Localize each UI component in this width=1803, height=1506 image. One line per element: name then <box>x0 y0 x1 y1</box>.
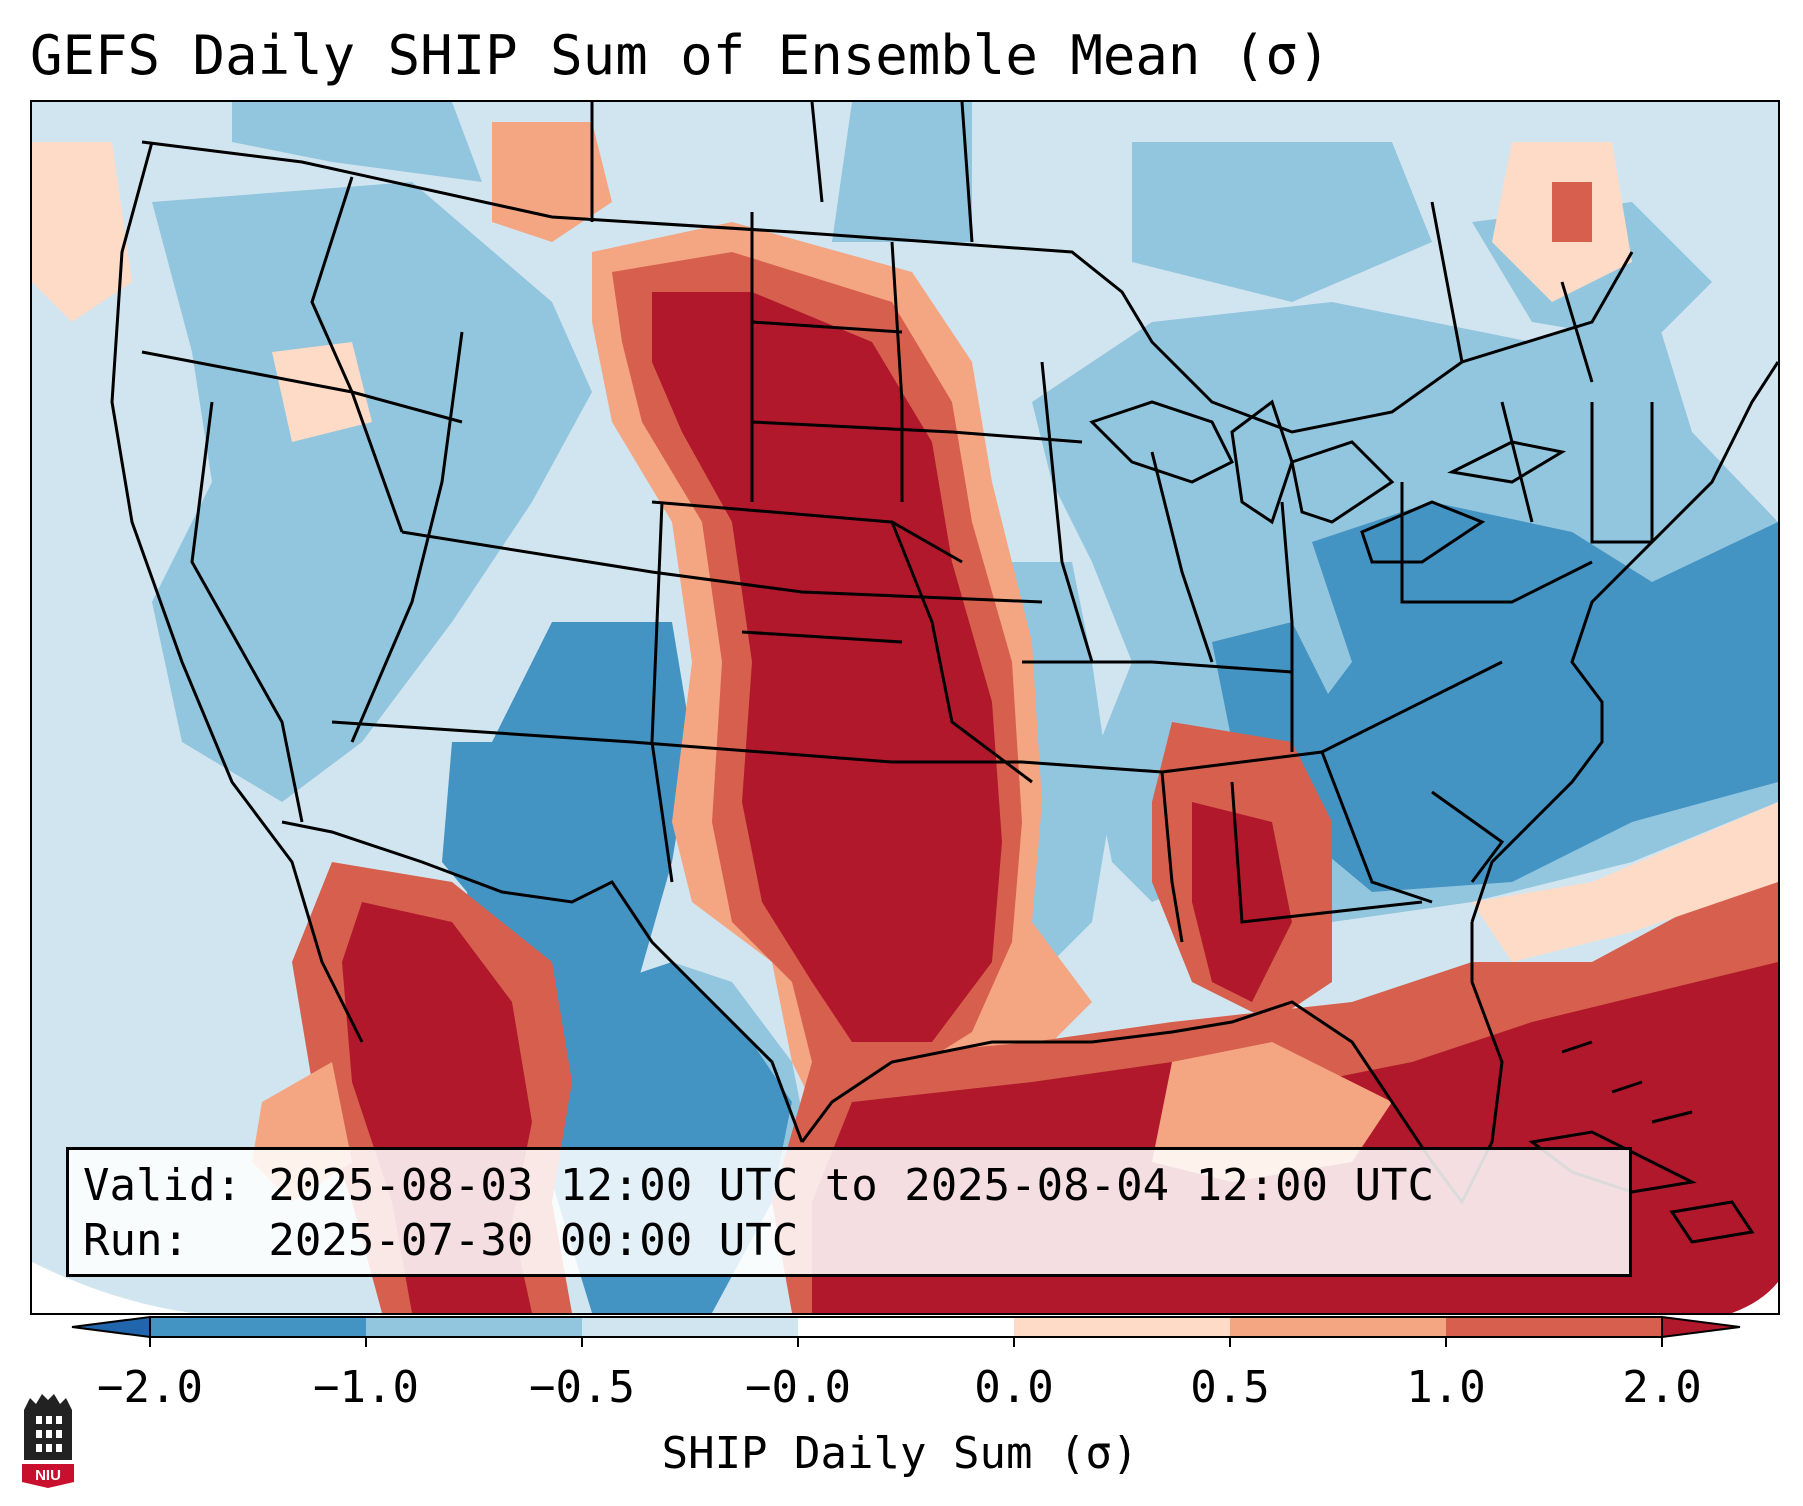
colorbar-tick-label: 0.5 <box>1190 1362 1270 1413</box>
colorbar <box>71 1315 1741 1347</box>
colorbar-tick-label: −1.0 <box>313 1362 419 1413</box>
colorbar-extend-low <box>71 1315 151 1339</box>
valid-run-info-box: Valid: 2025-08-03 12:00 UTC to 2025-08-0… <box>66 1147 1632 1277</box>
colorbar-bin <box>582 1317 798 1337</box>
colorbar-extend-high <box>1661 1315 1741 1339</box>
colorbar-tick-label: −0.5 <box>529 1362 635 1413</box>
valid-time-text: Valid: 2025-08-03 12:00 UTC to 2025-08-0… <box>83 1160 1435 1211</box>
logo-text: NIU <box>35 1467 61 1484</box>
colorbar-bin <box>1230 1317 1446 1337</box>
colorbar-tick-label: −0.0 <box>745 1362 851 1413</box>
colorbar-bin <box>1014 1317 1230 1337</box>
map-title: GEFS Daily SHIP Sum of Ensemble Mean (σ) <box>30 24 1331 87</box>
state-boundaries <box>110 102 1778 1244</box>
colorbar-bin <box>798 1317 1014 1337</box>
colorbar-bin <box>366 1317 582 1337</box>
colorbar-tick-label: 2.0 <box>1622 1362 1702 1413</box>
map-panel <box>30 100 1780 1315</box>
colorbar-bin <box>150 1317 366 1337</box>
colorbar-tick-label: −2.0 <box>97 1362 203 1413</box>
niu-logo-icon: NIU <box>22 1394 74 1488</box>
run-time-text: Run: 2025-07-30 00:00 UTC <box>83 1215 799 1266</box>
colorbar-tick-label: 0.0 <box>974 1362 1054 1413</box>
colorbar-bin <box>1446 1317 1662 1337</box>
colorbar-tick-label: 1.0 <box>1406 1362 1486 1413</box>
colorbar-label: SHIP Daily Sum (σ) <box>661 1428 1139 1479</box>
